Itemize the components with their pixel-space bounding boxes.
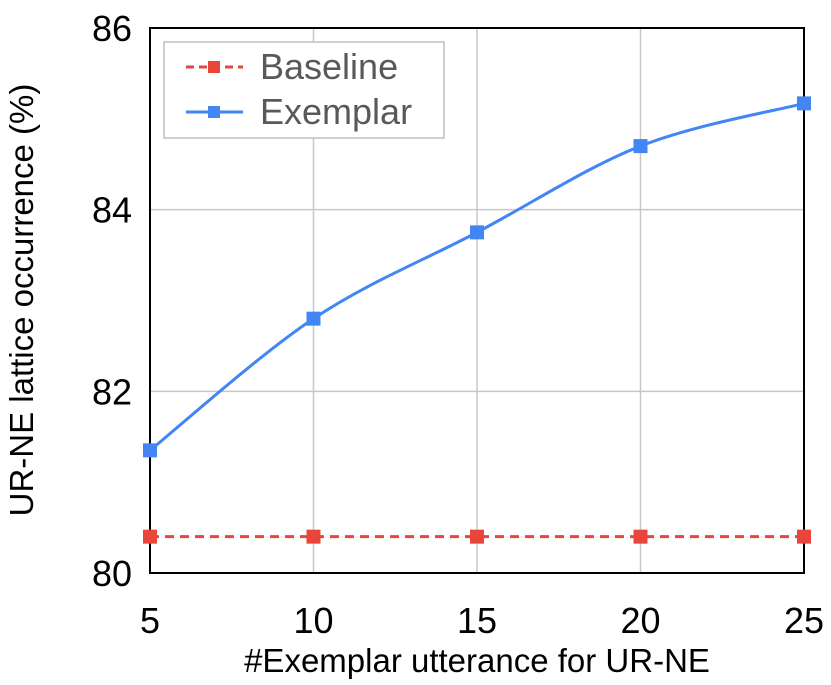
y-tick-label: 80 [92, 553, 132, 594]
data-point-baseline [143, 529, 157, 544]
y-tick-label: 86 [92, 8, 132, 49]
x-tick-label: 5 [140, 600, 160, 641]
data-point-exemplar [633, 139, 648, 154]
tick-labels: 5 10 15 20 25 80 82 84 86 [92, 8, 824, 641]
series-layer [143, 96, 811, 544]
y-tick-label: 84 [92, 190, 132, 231]
y-axis-label: UR-NE lattice occurrence (%) [3, 84, 40, 517]
x-tick-label: 15 [457, 600, 497, 641]
data-point-exemplar [470, 225, 484, 240]
x-axis-label: #Exemplar utterance for UR-NE [244, 642, 710, 679]
data-point-exemplar [143, 443, 157, 458]
x-tick-label: 25 [784, 600, 824, 641]
data-point-baseline [633, 529, 648, 544]
data-point-exemplar [797, 96, 811, 111]
data-point-baseline [470, 529, 484, 544]
data-point-baseline [306, 529, 321, 544]
legend-baseline-label: Baseline [260, 46, 398, 87]
data-point-baseline [797, 529, 811, 544]
legend-exemplar-marker [208, 106, 220, 118]
plot-frame [149, 27, 805, 574]
x-tick-label: 10 [293, 600, 333, 641]
data-point-exemplar [306, 311, 321, 326]
x-tick-label: 20 [620, 600, 660, 641]
legend-baseline-marker [208, 61, 220, 73]
y-tick-label: 82 [92, 371, 132, 412]
legend-exemplar-label: Exemplar [260, 91, 412, 132]
legend: Baseline Exemplar [163, 41, 445, 139]
legend-box [163, 41, 445, 139]
